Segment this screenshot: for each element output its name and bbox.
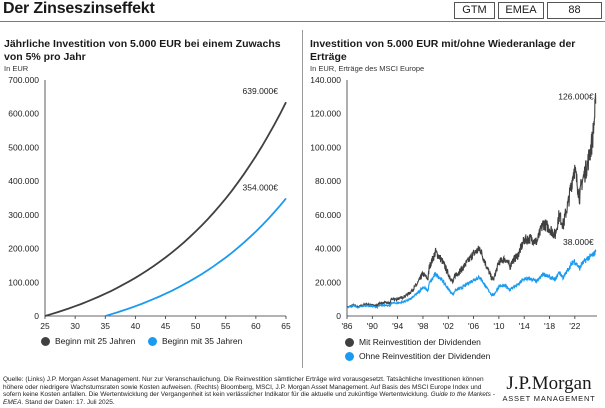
left-x-tick-label: 55 (221, 321, 231, 331)
legend-label-with-reinvest: Mit Reinvestition der Dividenden (359, 337, 481, 347)
right-x-tick-label: '14 (519, 321, 530, 331)
right-x-tick-label: '02 (443, 321, 454, 331)
jpmorgan-logo: J.P.Morgan ASSET MANAGEMENT (499, 373, 599, 404)
legend-dot-blue (345, 351, 354, 361)
right-chart-subtitle: In EUR, Erträge des MSCI Europe (310, 64, 425, 73)
right-x-tick-label: '94 (392, 321, 403, 331)
legend-label-start-25: Beginn mit 25 Jahren (55, 336, 136, 346)
right-x-tick-label: '06 (468, 321, 479, 331)
source-date: . Stand der Daten: 17. Juli 2025. (21, 398, 115, 406)
guide-title: Guide to the Markets - EMEA (3, 391, 495, 406)
legend-left-blue: Beginn mit 35 Jahren (148, 336, 242, 346)
tag-gtm: GTM (454, 2, 495, 19)
right-x-tick-label: '18 (544, 321, 555, 331)
left-x-tick-label: 25 (40, 321, 50, 331)
left-y-tick-label: 0 (34, 311, 39, 321)
left-y-tick-label: 400.000 (8, 176, 39, 186)
logo-wordmark: J.P.Morgan (506, 373, 592, 394)
left-x-tick-label: 40 (131, 321, 141, 331)
source-note: Quelle: (Links) J.P. Morgan Asset Manage… (3, 376, 498, 406)
right-y-tick-label: 100.000 (310, 142, 341, 152)
right-y-tick-label: 80.000 (315, 176, 341, 186)
left-end-label-start-35: 354.000€ (243, 182, 279, 192)
right-end-label-with-reinvest: 126.000€ (558, 92, 594, 102)
right-y-tick-label: 0 (336, 311, 341, 321)
legend-label-without-reinvest: Ohne Reinvestition der Dividenden (359, 351, 491, 361)
right-y-tick-label: 20.000 (315, 277, 341, 287)
left-y-tick-label: 700.000 (8, 75, 39, 85)
right-x-tick-label: '98 (417, 321, 428, 331)
left-y-tick-label: 600.000 (8, 109, 39, 119)
left-x-tick-label: 35 (101, 321, 111, 331)
left-x-tick-label: 65 (281, 321, 291, 331)
left-y-tick-label: 200.000 (8, 244, 39, 254)
legend-left-dark: Beginn mit 25 Jahren (41, 336, 135, 346)
source-text: Quelle: (Links) J.P. Morgan Asset Manage… (3, 376, 484, 399)
right-series-line-with-reinvest (346, 93, 597, 309)
tag-page-number: 88 (547, 2, 602, 19)
legend-label-start-35: Beginn mit 35 Jahren (162, 336, 243, 346)
left-x-tick-label: 60 (251, 321, 261, 331)
legend-right-dark: Mit Reinvestition der Dividenden (345, 337, 481, 347)
legend-dot-dark (41, 336, 50, 346)
left-end-label-start-25: 639.000€ (243, 86, 279, 96)
right-end-label-without-reinvest: 38.000€ (563, 237, 594, 247)
legend-dot-dark (345, 337, 354, 347)
left-x-tick-label: 50 (191, 321, 201, 331)
left-x-tick-label: 30 (70, 321, 80, 331)
panel-divider (302, 30, 303, 368)
tag-region: EMEA (498, 2, 544, 19)
right-y-tick-label: 120.000 (310, 109, 341, 119)
right-x-tick-label: '86 (341, 321, 352, 331)
right-x-tick-label: '22 (569, 321, 580, 331)
right-chart-title: Investition von 5.000 EUR mit/ohne Wiede… (310, 38, 576, 63)
left-series-line-start-35 (105, 197, 287, 317)
left-y-tick-label: 100.000 (8, 277, 39, 287)
legend-dot-blue (148, 336, 157, 346)
right-x-tick-label: '90 (367, 321, 378, 331)
right-y-tick-label: 60.000 (315, 210, 341, 220)
right-x-tick-label: '10 (493, 321, 504, 331)
left-y-tick-label: 300.000 (8, 210, 39, 220)
header-rule (0, 21, 605, 22)
left-y-tick-label: 500.000 (8, 142, 39, 152)
logo-subtitle: ASSET MANAGEMENT (502, 394, 596, 403)
right-y-tick-label: 140.000 (310, 75, 341, 85)
right-series-line-without-reinvest (346, 249, 597, 310)
legend-right-blue: Ohne Reinvestition der Dividenden (345, 351, 490, 361)
left-chart-title: Jährliche Investition von 5.000 EUR bei … (4, 38, 281, 63)
left-x-tick-label: 45 (161, 321, 171, 331)
left-series-line-start-25 (44, 101, 287, 317)
right-y-tick-label: 40.000 (315, 244, 341, 254)
page-title: Der Zinseszinseffekt (3, 0, 155, 17)
left-chart-subtitle: In EUR (4, 64, 29, 73)
